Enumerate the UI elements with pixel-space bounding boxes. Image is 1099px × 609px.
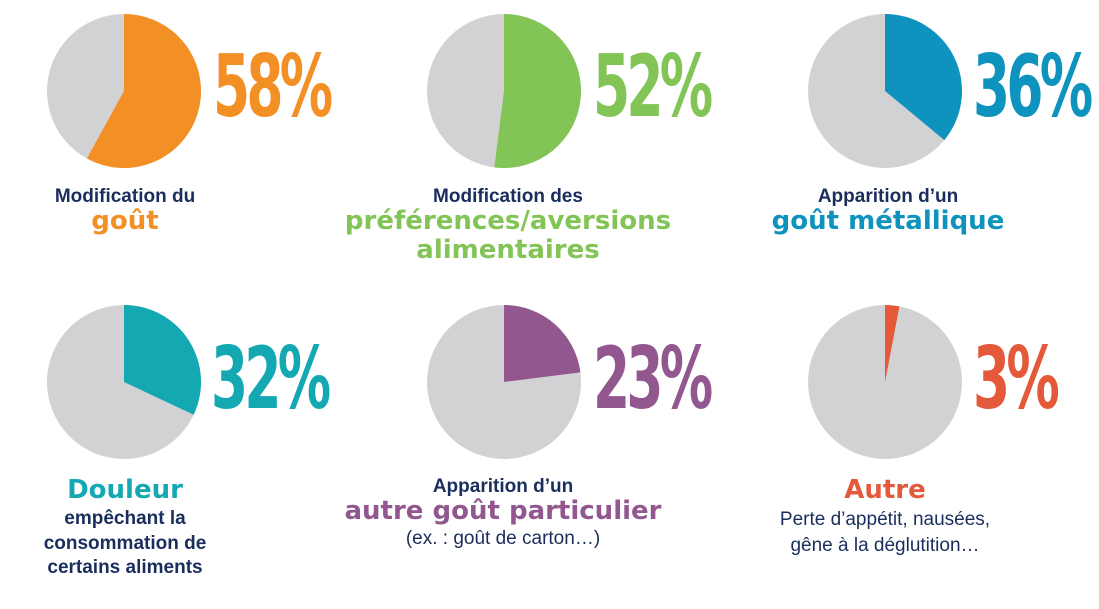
- percentage-label: 52%: [593, 37, 713, 137]
- caption-highlight: alimentaires: [416, 235, 600, 266]
- percentage-label: 3%: [973, 329, 1060, 429]
- pie-slice: [494, 14, 581, 168]
- pie-slice: [504, 305, 581, 382]
- percentage-label: 58%: [213, 37, 333, 137]
- pie-slice: [86, 14, 201, 168]
- pie-chart-autre: [808, 305, 962, 459]
- caption-modification-du-gout: Modification du goût: [20, 186, 230, 236]
- caption-highlight: préférences/aversions: [344, 206, 672, 237]
- caption-title: Modification des: [433, 186, 583, 207]
- caption-preferences-aversions: Modification des préférences/aversions a…: [318, 186, 698, 265]
- pie-chart-preferences-aversions: [427, 14, 581, 168]
- caption-highlight: Autre: [844, 475, 926, 505]
- percentage-label: 36%: [973, 37, 1093, 137]
- caption-highlight: goût métallique: [771, 206, 1005, 237]
- caption-title: Apparition d’un: [817, 186, 959, 207]
- caption-note: gêne à la déglutition…: [790, 534, 980, 556]
- caption-highlight: goût: [91, 206, 159, 237]
- pie-slice: [124, 305, 201, 415]
- caption-line: certains aliments: [47, 557, 203, 579]
- percentage-label: 23%: [593, 329, 713, 429]
- caption-douleur: Douleur empêchant la consommation de cer…: [10, 475, 240, 581]
- caption-autre-gout-particulier: Apparition d’un autre goût particulier (…: [318, 476, 688, 550]
- caption-title: Apparition d’un: [432, 476, 574, 497]
- pie-chart-gout-metallique: [808, 14, 962, 168]
- pie-chart-modification-du-gout: [47, 14, 201, 168]
- caption-autre: Autre Perte d’appétit, nausées, gêne à l…: [740, 475, 1030, 558]
- caption-title: Modification du: [54, 186, 196, 207]
- caption-note: Perte d’appétit, nausées,: [779, 509, 991, 531]
- pie-slice: [885, 305, 900, 382]
- pie-slice: [885, 14, 962, 141]
- caption-note: (ex. : goût de carton…): [405, 528, 601, 550]
- caption-highlight: autre goût particulier: [344, 496, 662, 527]
- pie-chart-douleur: [47, 305, 201, 459]
- percentage-label: 32%: [211, 329, 331, 429]
- caption-line: empêchant la: [64, 508, 186, 530]
- caption-gout-metallique: Apparition d’un goût métallique: [748, 186, 1028, 236]
- pie-chart-autre-gout-particulier: [427, 305, 581, 459]
- caption-highlight: Douleur: [67, 475, 183, 505]
- caption-line: consommation de: [43, 532, 207, 554]
